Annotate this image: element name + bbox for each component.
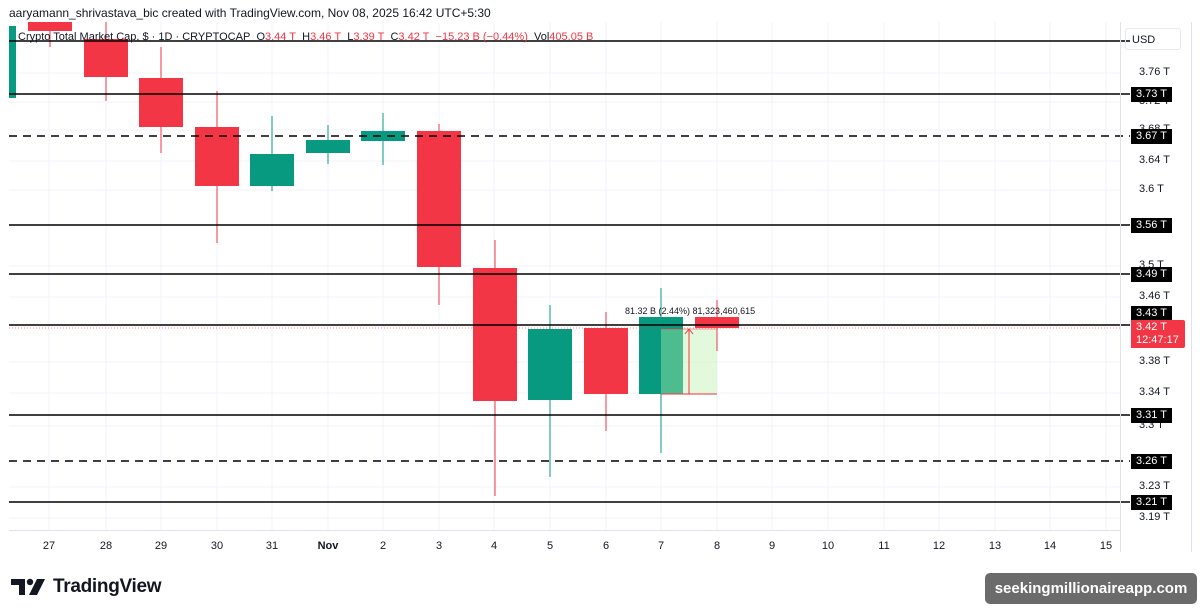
current-price-label: 3.42 T 12:47:17 xyxy=(1131,320,1185,348)
tradingview-logo-icon xyxy=(11,578,45,595)
level-price-label: 3.67 T xyxy=(1131,129,1172,144)
watermark: seekingmillionaireapp.com xyxy=(985,573,1197,604)
level-price-label: 3.21 T xyxy=(1131,495,1172,510)
horizontal-levels xyxy=(9,40,1130,503)
legend-low: 3.39 T xyxy=(353,31,385,43)
time-label: 2 xyxy=(379,540,387,552)
time-label: 27 xyxy=(42,540,56,552)
level-price-label: 3.26 T xyxy=(1131,454,1172,469)
time-label: 7 xyxy=(657,540,665,552)
price-tick: 3.23 T xyxy=(1139,480,1170,492)
price-axis[interactable] xyxy=(1120,22,1192,552)
legend-title: Crypto Total Market Cap, $ · 1D · CRYPTO… xyxy=(18,31,251,43)
time-label: 13 xyxy=(988,540,1002,552)
level-price-label: 3.56 T xyxy=(1131,218,1172,233)
time-label: 11 xyxy=(878,540,890,552)
price-tick: 3.34 T xyxy=(1139,386,1170,398)
price-tick: 3.6 T xyxy=(1139,183,1164,195)
price-tick: 3.64 T xyxy=(1139,154,1170,166)
time-label: 30 xyxy=(210,540,224,552)
time-label: 15 xyxy=(1099,540,1113,552)
chart-credit: aaryamann_shrivastava_bic created with T… xyxy=(9,6,491,20)
level-price-label: 3.73 T xyxy=(1131,87,1172,102)
legend-close: 3.42 T xyxy=(398,31,430,43)
price-tick: 3.46 T xyxy=(1139,290,1170,302)
time-label: 8 xyxy=(713,540,721,552)
time-label: 31 xyxy=(265,540,279,552)
time-label: 14 xyxy=(1043,540,1057,552)
price-tick: 3.19 T xyxy=(1139,511,1170,523)
brand-name: TradingView xyxy=(53,576,162,597)
time-label: 9 xyxy=(768,540,776,552)
time-label: 4 xyxy=(490,540,498,552)
time-label: 29 xyxy=(154,540,168,552)
time-label: 6 xyxy=(602,540,610,552)
time-label: Nov xyxy=(317,540,339,552)
price-tick: 3.38 T xyxy=(1139,355,1170,367)
legend-high: 3.46 T xyxy=(310,31,342,43)
legend-change: −15.23 B (−0.44%) xyxy=(435,31,528,43)
time-label: 3 xyxy=(435,540,443,552)
measure-label: 81.32 B (2.44%) 81,323,460,615 xyxy=(625,306,756,316)
currency-button[interactable]: USD xyxy=(1125,28,1181,50)
chart-plot-area[interactable] xyxy=(9,22,1120,531)
time-label: 10 xyxy=(821,540,835,552)
chart-legend: Crypto Total Market Cap, $ · 1D · CRYPTO… xyxy=(18,31,594,43)
time-label: 28 xyxy=(99,540,113,552)
bar-countdown: 12:47:17 xyxy=(1136,334,1179,346)
level-price-label: 3.49 T xyxy=(1131,267,1172,282)
time-label: 12 xyxy=(932,540,946,552)
time-label: 5 xyxy=(546,540,554,552)
level-price-label: 3.43 T xyxy=(1131,306,1172,321)
candles xyxy=(9,22,739,496)
level-price-label: 3.31 T xyxy=(1131,408,1172,423)
price-tick: 3.76 T xyxy=(1139,66,1170,78)
tradingview-logo[interactable]: TradingView xyxy=(11,576,162,598)
legend-volume: 405.05 B xyxy=(549,31,594,43)
legend-open: 3.44 T xyxy=(265,31,296,43)
current-price: 3.42 T xyxy=(1136,321,1167,333)
